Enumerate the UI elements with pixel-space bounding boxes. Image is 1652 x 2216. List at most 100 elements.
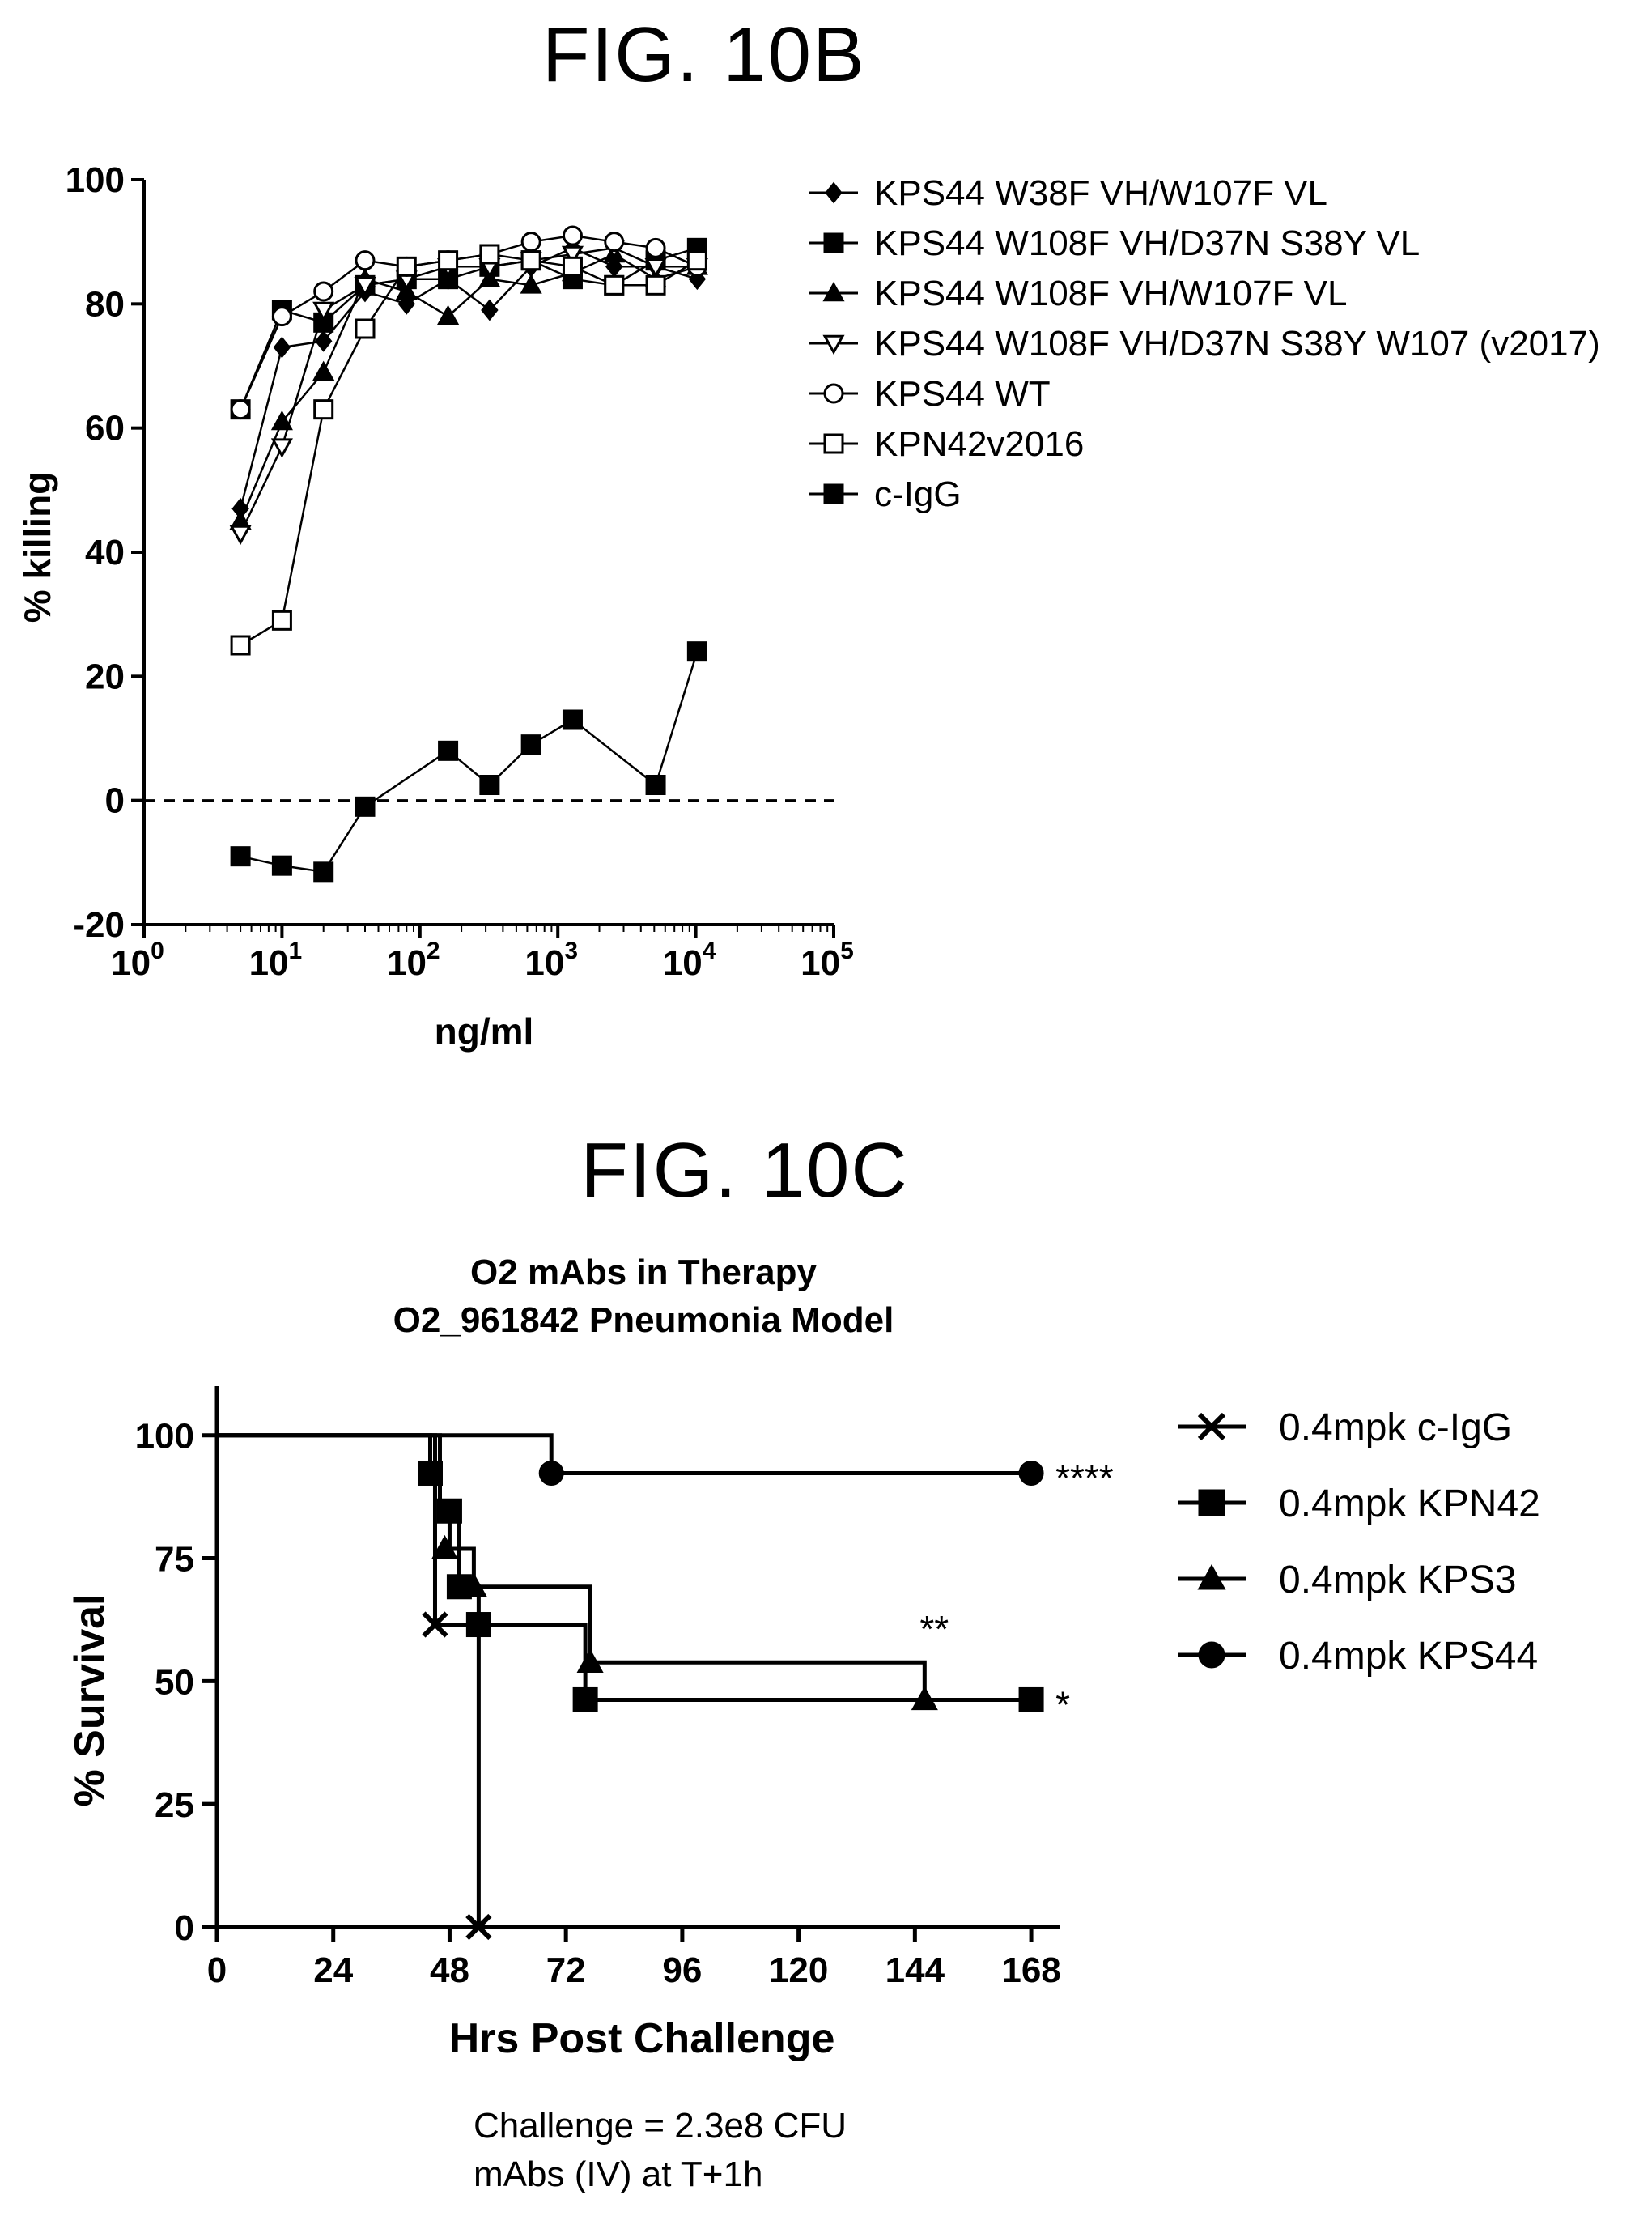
data-point: [230, 635, 251, 656]
data-point: [479, 244, 500, 265]
censor-marker: [576, 1648, 604, 1673]
y-tick-label: 100: [66, 160, 125, 200]
legend-marker: [822, 281, 845, 302]
x-tick-label: 103: [524, 938, 578, 983]
fig-10b-legend: KPS44 W38F VH/W107F VL KPS44 W108F VH/D37…: [809, 173, 1600, 514]
series-5: [230, 244, 707, 656]
data-point: [437, 304, 460, 325]
legend-marker: [1197, 1412, 1226, 1441]
data-point: [645, 274, 666, 296]
data-point: [479, 775, 500, 795]
data-point: [313, 281, 334, 302]
legend-entry: 0.4mpk KPS44: [1279, 1635, 1538, 1678]
data-point: [481, 299, 499, 321]
data-point: [313, 861, 334, 883]
data-point: [229, 525, 252, 546]
x-tick-label: 0: [207, 1950, 227, 1990]
series-line: [239, 234, 698, 410]
censor-marker: [460, 1572, 487, 1597]
legend-marker: [1197, 1563, 1226, 1590]
series-line: [239, 246, 698, 509]
y-tick-label: 40: [85, 533, 125, 572]
fig-10c-subtitle: O2_961842 Pneumonia Model: [393, 1300, 894, 1340]
legend-entry: 0.4mpk KPN42: [1279, 1482, 1540, 1525]
x-tick-label: 100: [111, 938, 164, 983]
survival-series-2: **: [217, 1433, 949, 1711]
fig-10c-label: FIG. 10C: [580, 1127, 908, 1214]
data-point: [271, 610, 292, 631]
data-point: [438, 250, 459, 271]
data-point: [520, 274, 542, 294]
legend-entry: KPS44 W108F VH/W107F VL: [874, 274, 1347, 313]
fig-10b-axes: -20 0 20 40 60 80 100 100 101 102 103 104 105: [66, 160, 854, 983]
fig-10b-x-axis-label: ng/ml: [435, 1010, 534, 1053]
legend-marker: [822, 334, 845, 355]
x-tick-label: 102: [387, 938, 440, 983]
censor-marker: [465, 1913, 492, 1941]
legend-entry: KPN42v2016: [874, 424, 1084, 464]
data-point: [314, 330, 333, 352]
fig-10b-marks: [229, 225, 708, 883]
x-tick-label: 24: [313, 1950, 353, 1990]
y-tick-label: 0: [105, 781, 125, 821]
data-point: [312, 360, 335, 381]
data-point: [478, 267, 501, 287]
legend-marker: [1198, 1489, 1225, 1516]
series-0: [231, 236, 707, 520]
data-point: [520, 232, 541, 253]
censor-marker: [417, 1460, 443, 1486]
data-point: [312, 301, 335, 322]
legend-marker: [823, 483, 844, 504]
data-point: [354, 277, 376, 297]
survival-step-line: [217, 1433, 927, 1700]
series-line: [239, 247, 698, 534]
data-point: [230, 846, 251, 867]
x-tick-label: 168: [1001, 1950, 1060, 1990]
legend-entry: 0.4mpk KPS3: [1279, 1559, 1516, 1601]
data-point: [562, 225, 583, 246]
survival-step-line: [217, 1433, 1032, 1475]
series-2: [229, 242, 708, 530]
data-point: [562, 256, 583, 277]
legend-entry: KPS44 W38F VH/W107F VL: [874, 173, 1327, 213]
data-point: [271, 855, 292, 876]
data-point: [562, 709, 583, 730]
legend-marker: [823, 383, 844, 404]
legend-entry: KPS44 WT: [874, 374, 1051, 414]
legend-entry: 0.4mpk c-IgG: [1279, 1406, 1512, 1449]
data-point: [644, 258, 667, 279]
y-tick-label: 0: [175, 1908, 194, 1948]
data-point: [520, 734, 541, 755]
x-tick-label: 101: [249, 938, 303, 983]
data-point: [355, 250, 376, 271]
x-tick-label: 120: [769, 1950, 828, 1990]
y-tick-label: 75: [155, 1540, 194, 1580]
data-point: [271, 306, 292, 327]
data-point: [686, 641, 707, 662]
data-point: [270, 410, 293, 431]
censor-marker: [572, 1686, 598, 1712]
fig-10c-title: O2 mAbs in Therapy: [470, 1253, 817, 1292]
data-point: [645, 775, 666, 795]
data-point: [688, 268, 707, 291]
series-6: [230, 641, 707, 883]
series-4: [230, 225, 707, 420]
fig-10c-legend: 0.4mpk c-IgG 0.4mpk KPN42 0.4mpk KPS3 0.4mp…: [1178, 1406, 1540, 1678]
survival-series-3: ****: [217, 1433, 1114, 1499]
fig-10c-y-axis-label: % Survival: [66, 1593, 113, 1806]
significance-label: **: [919, 1608, 949, 1650]
fig-10c-axes: 0 25 50 75 100 0 24 48 72 96 120 144 168: [135, 1386, 1061, 1990]
fig-10c-note-challenge: Challenge = 2.3e8 CFU: [474, 2106, 847, 2146]
legend-entry: KPS44 W108F VH/D37N S38Y W107 (v2017): [874, 324, 1600, 364]
data-point: [230, 399, 251, 420]
censor-marker: [422, 1611, 448, 1638]
legend-entry: KPS44 W108F VH/D37N S38Y VL: [874, 223, 1420, 263]
data-point: [604, 274, 625, 296]
y-tick-label: 60: [85, 409, 125, 449]
data-point: [645, 237, 666, 258]
y-tick-label: 25: [155, 1785, 194, 1825]
fig-10c-note-dosing: mAbs (IV) at T+1h: [474, 2154, 762, 2194]
y-tick-label: 20: [85, 657, 125, 696]
